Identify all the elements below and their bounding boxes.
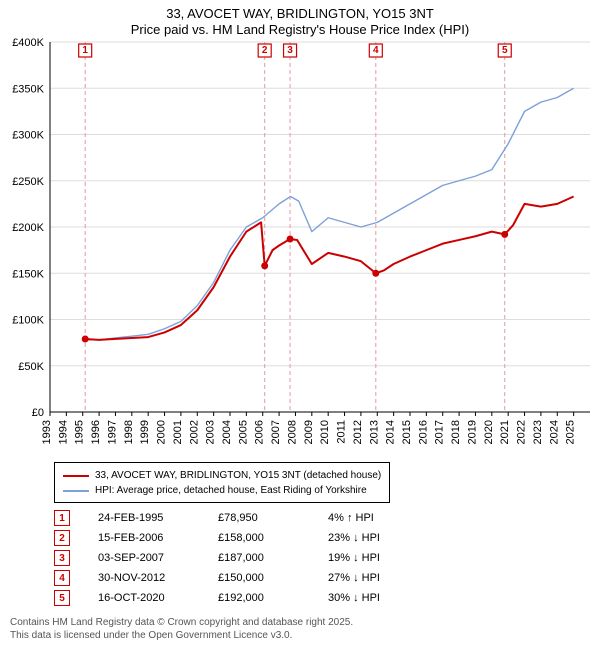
svg-text:2025: 2025 — [565, 420, 577, 444]
svg-text:1: 1 — [82, 45, 88, 56]
svg-text:2016: 2016 — [417, 420, 429, 444]
sales-table: 124-FEB-1995£78,9504% ↑ HPI215-FEB-2006£… — [54, 508, 448, 608]
hpi-change: 23% ↓ HPI — [328, 532, 448, 544]
svg-text:£350K: £350K — [12, 83, 44, 95]
svg-text:1996: 1996 — [90, 420, 102, 444]
legend-label: HPI: Average price, detached house, East… — [95, 485, 367, 496]
svg-text:£150K: £150K — [12, 268, 44, 280]
svg-text:1998: 1998 — [123, 420, 135, 444]
svg-text:2007: 2007 — [270, 420, 282, 444]
sale-price: £187,000 — [218, 552, 328, 564]
table-row: 1 24-FEB-1995£78,9504% ↑ HPI — [54, 508, 448, 528]
svg-text:2017: 2017 — [434, 420, 446, 444]
svg-text:2: 2 — [262, 45, 268, 56]
svg-text:2021: 2021 — [499, 420, 511, 444]
legend-swatch — [63, 475, 89, 477]
svg-text:2020: 2020 — [483, 420, 495, 444]
hpi-change: 19% ↓ HPI — [328, 552, 448, 564]
svg-text:2003: 2003 — [205, 420, 217, 444]
svg-text:2010: 2010 — [319, 420, 331, 444]
svg-text:4: 4 — [373, 45, 379, 56]
svg-text:1994: 1994 — [57, 420, 69, 444]
footer-line-1: Contains HM Land Registry data © Crown c… — [10, 617, 353, 628]
svg-text:£100K: £100K — [12, 315, 44, 327]
sale-date: 03-SEP-2007 — [98, 552, 218, 564]
svg-text:2004: 2004 — [221, 420, 233, 444]
marker-ref-icon: 3 — [54, 550, 70, 566]
svg-text:2008: 2008 — [286, 420, 298, 444]
svg-text:2002: 2002 — [188, 420, 200, 444]
legend-label: 33, AVOCET WAY, BRIDLINGTON, YO15 3NT (d… — [95, 470, 381, 481]
svg-text:2006: 2006 — [254, 420, 266, 444]
svg-text:2000: 2000 — [156, 420, 168, 444]
svg-text:2018: 2018 — [450, 420, 462, 444]
table-row: 2 15-FEB-2006£158,00023% ↓ HPI — [54, 528, 448, 548]
svg-text:2009: 2009 — [303, 420, 315, 444]
svg-text:2001: 2001 — [172, 420, 184, 444]
svg-text:2022: 2022 — [516, 420, 528, 444]
sale-price: £192,000 — [218, 592, 328, 604]
legend-row: 33, AVOCET WAY, BRIDLINGTON, YO15 3NT (d… — [63, 468, 381, 483]
svg-text:£300K: £300K — [12, 130, 44, 142]
svg-text:2012: 2012 — [352, 420, 364, 444]
svg-text:3: 3 — [287, 45, 293, 56]
table-row: 5 16-OCT-2020£192,00030% ↓ HPI — [54, 588, 448, 608]
sale-date: 16-OCT-2020 — [98, 592, 218, 604]
legend: 33, AVOCET WAY, BRIDLINGTON, YO15 3NT (d… — [54, 462, 390, 503]
sale-price: £158,000 — [218, 532, 328, 544]
marker-ref-icon: 1 — [54, 510, 70, 526]
legend-swatch — [63, 490, 89, 492]
svg-text:1993: 1993 — [41, 420, 53, 444]
svg-text:2013: 2013 — [368, 420, 380, 444]
hpi-change: 4% ↑ HPI — [328, 512, 448, 524]
svg-text:2019: 2019 — [466, 420, 478, 444]
marker-ref-icon: 4 — [54, 570, 70, 586]
svg-text:2023: 2023 — [532, 420, 544, 444]
price-chart: £0 £50K £100K £150K £200K £250K £300K £350K £400… — [0, 0, 600, 462]
marker-ref-icon: 2 — [54, 530, 70, 546]
sale-date: 24-FEB-1995 — [98, 512, 218, 524]
footer: Contains HM Land Registry data © Crown c… — [10, 616, 353, 642]
svg-text:2005: 2005 — [237, 420, 249, 444]
svg-text:5: 5 — [502, 45, 508, 56]
sale-price: £150,000 — [218, 572, 328, 584]
svg-text:£250K: £250K — [12, 176, 44, 188]
marker-ref-icon: 5 — [54, 590, 70, 606]
svg-text:2014: 2014 — [385, 420, 397, 444]
legend-row: HPI: Average price, detached house, East… — [63, 483, 381, 498]
sale-date: 30-NOV-2012 — [98, 572, 218, 584]
hpi-change: 30% ↓ HPI — [328, 592, 448, 604]
svg-text:2015: 2015 — [401, 420, 413, 444]
svg-text:£400K: £400K — [12, 37, 44, 49]
sale-date: 15-FEB-2006 — [98, 532, 218, 544]
footer-line-2: This data is licensed under the Open Gov… — [10, 630, 292, 641]
svg-text:2024: 2024 — [548, 420, 560, 444]
sale-price: £78,950 — [218, 512, 328, 524]
svg-text:1995: 1995 — [74, 420, 86, 444]
table-row: 3 03-SEP-2007£187,00019% ↓ HPI — [54, 548, 448, 568]
svg-text:1999: 1999 — [139, 420, 151, 444]
svg-text:2011: 2011 — [336, 420, 348, 444]
svg-text:£0: £0 — [32, 407, 44, 419]
svg-text:1997: 1997 — [106, 420, 118, 444]
svg-text:£50K: £50K — [18, 361, 44, 373]
svg-text:£200K: £200K — [12, 222, 44, 234]
hpi-change: 27% ↓ HPI — [328, 572, 448, 584]
table-row: 4 30-NOV-2012£150,00027% ↓ HPI — [54, 568, 448, 588]
